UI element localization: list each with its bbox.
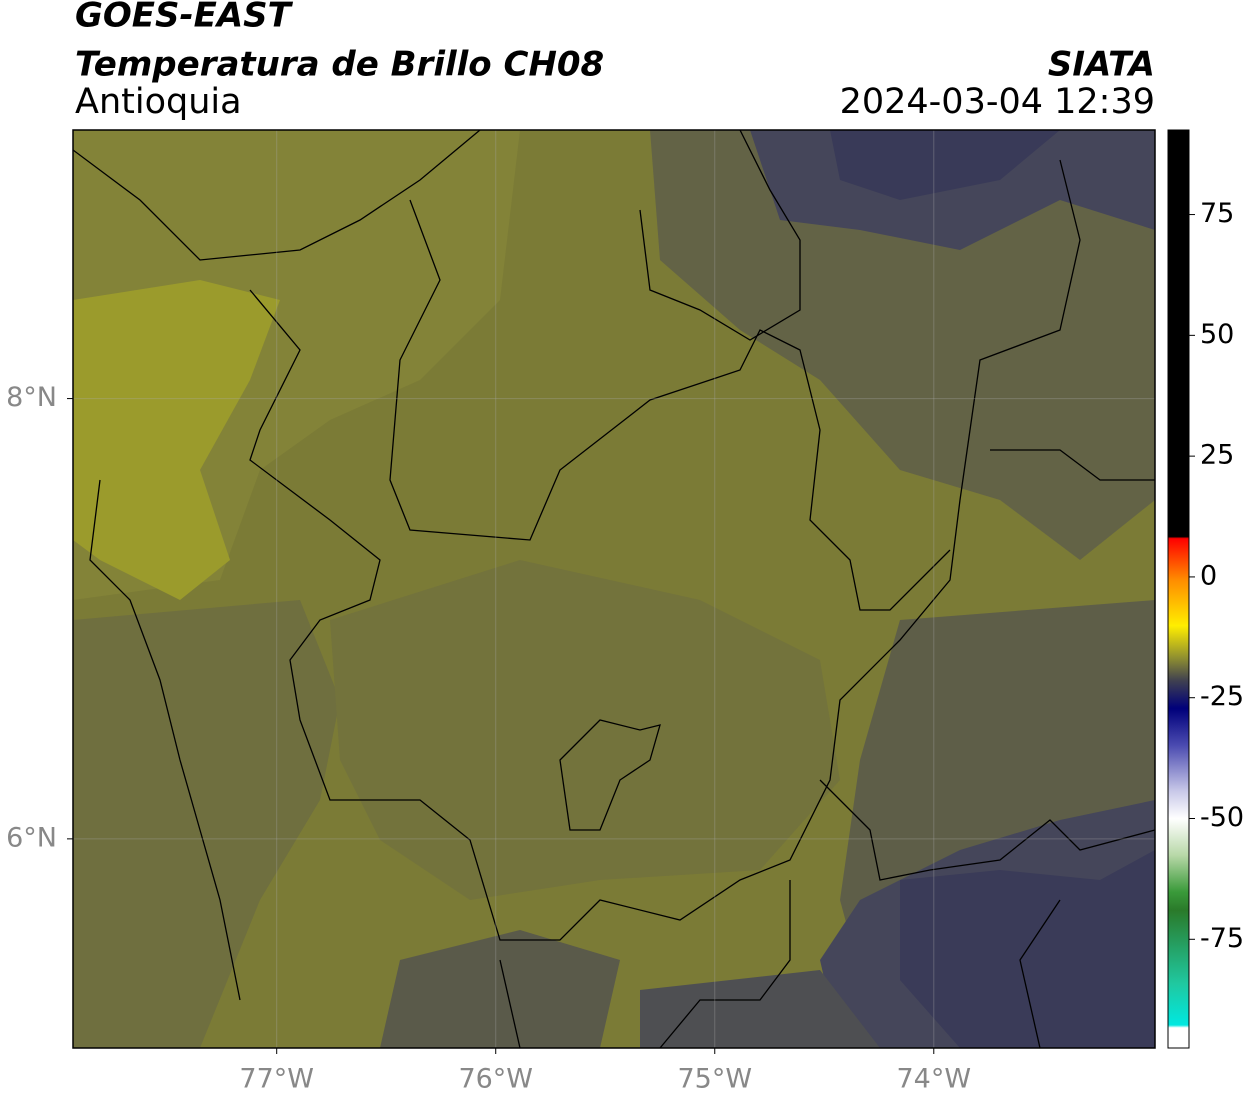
colorbar-tick-label: 75 <box>1200 198 1234 229</box>
x-tick-label: 75°W <box>677 1064 752 1095</box>
region: Antioquia <box>75 82 242 122</box>
map-image <box>73 130 1155 1048</box>
title: GOES-EAST <box>75 0 294 36</box>
colorbar-tick-label: 0 <box>1200 560 1217 591</box>
colorbar-tick-label: 50 <box>1200 319 1234 350</box>
x-tick-label: 77°W <box>239 1064 314 1095</box>
colorbar-tick-label: -25 <box>1200 681 1244 712</box>
graticule <box>73 130 1155 1048</box>
y-tick-label: 8°N <box>6 382 57 413</box>
x-tick-label: 76°W <box>458 1064 533 1095</box>
colorbar <box>1167 129 1190 1049</box>
colorbar-tick-label: 25 <box>1200 440 1234 471</box>
source: SIATA <box>1048 45 1155 85</box>
colorbar-tick-label: -50 <box>1200 802 1244 833</box>
map-frame <box>72 129 1156 1049</box>
colorbar-tick-label: -75 <box>1200 923 1244 954</box>
subtitle: Temperatura de Brillo CH08 <box>75 45 604 85</box>
datetime: 2024-03-04 12:39 <box>840 82 1155 122</box>
y-tick-label: 6°N <box>6 822 57 853</box>
x-tick-label: 74°W <box>897 1064 972 1095</box>
